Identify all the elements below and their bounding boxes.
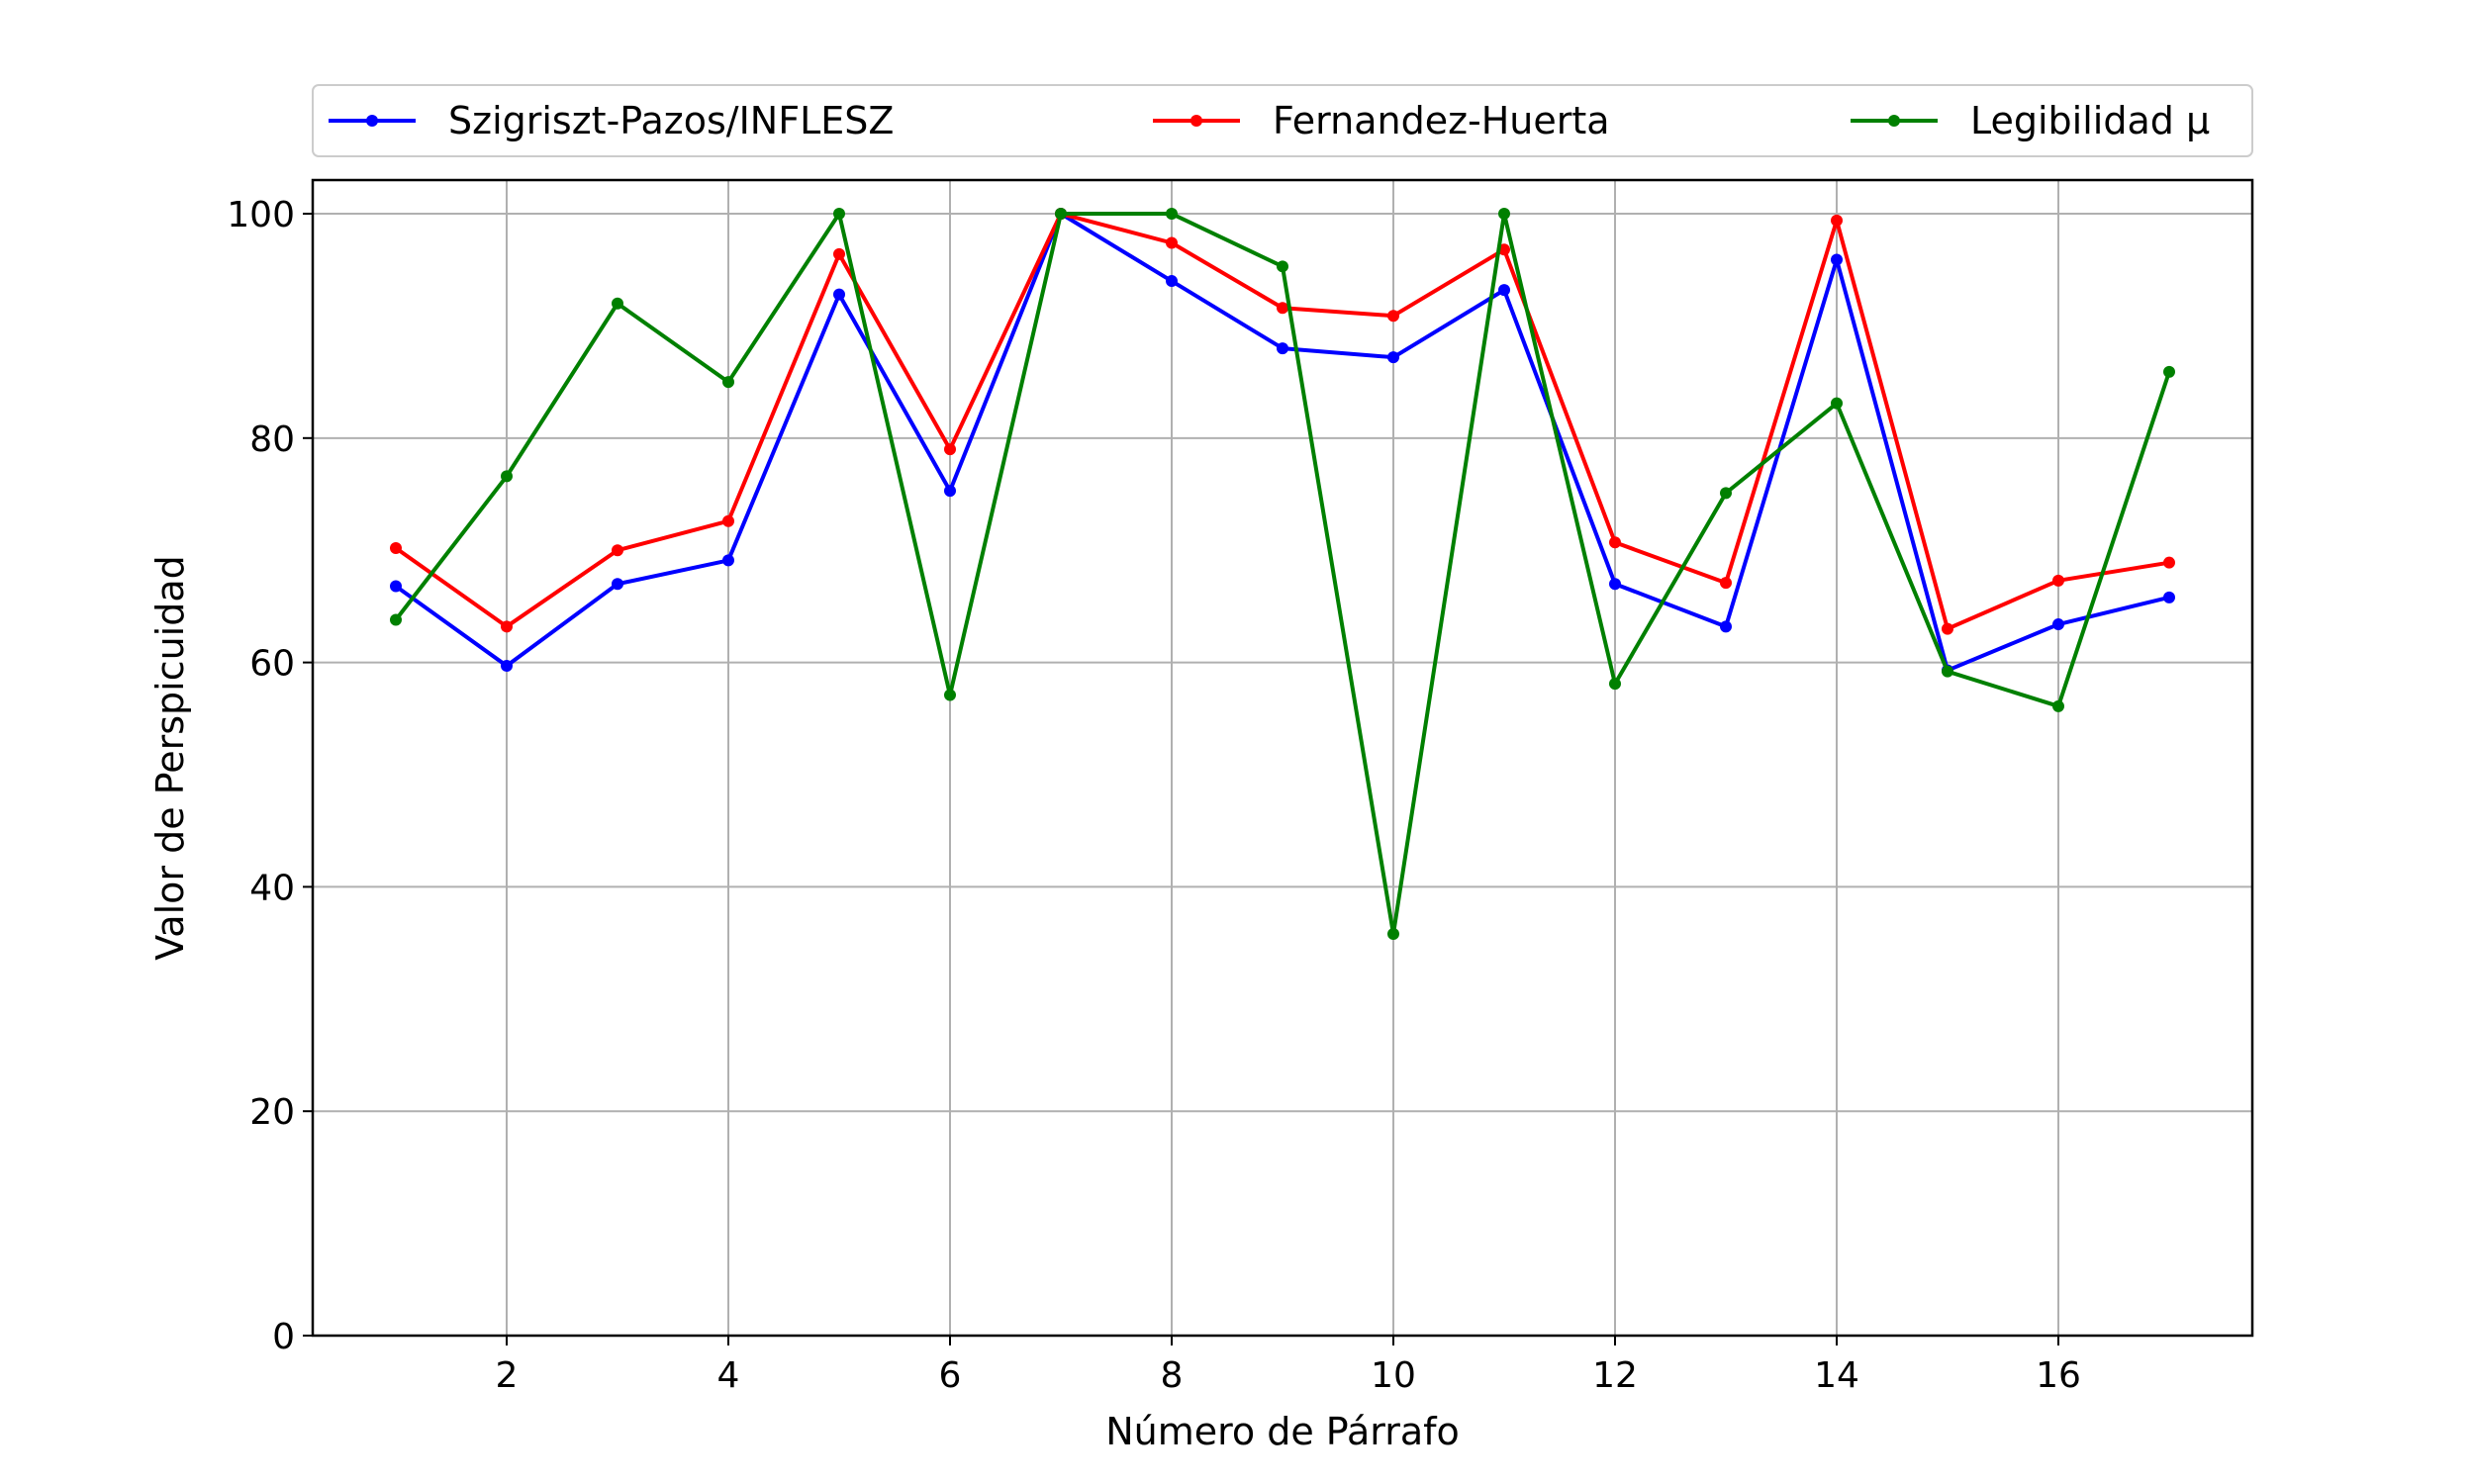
legend-marker-1 bbox=[366, 115, 378, 127]
x-tick-label: 4 bbox=[717, 1355, 740, 1396]
series-3-point bbox=[1055, 208, 1067, 221]
x-tick-label: 6 bbox=[939, 1355, 962, 1396]
series-1-point bbox=[722, 554, 734, 567]
x-tick-label: 10 bbox=[1371, 1355, 1416, 1396]
y-axis-label: Valor de Perspicuidad bbox=[148, 555, 192, 961]
x-tick-label: 2 bbox=[496, 1355, 519, 1396]
series-1-point bbox=[1831, 253, 1843, 266]
series-2-point bbox=[1166, 236, 1178, 249]
x-axis: 2 4 6 8 10 12 14 16 bbox=[496, 1336, 2081, 1396]
series-1-point bbox=[833, 288, 845, 301]
series-1-point bbox=[944, 485, 956, 498]
x-tick-label: 16 bbox=[2036, 1355, 2081, 1396]
series-3-point bbox=[1831, 397, 1843, 410]
series-3-point bbox=[390, 613, 402, 626]
series-3-point bbox=[1942, 665, 1953, 678]
legend: Szigriszt-Pazos/INFLESZ Fernandez-Huerta L… bbox=[312, 84, 2253, 157]
series-1-point bbox=[1498, 284, 1510, 297]
series-3-point bbox=[1498, 208, 1510, 221]
series-3-point bbox=[1387, 928, 1399, 941]
series-2-point bbox=[1277, 302, 1288, 315]
legend-label-3: Legibilidad μ bbox=[1970, 99, 2210, 142]
series-1-point bbox=[390, 580, 402, 593]
series-2-point bbox=[1498, 243, 1510, 256]
series-2-point bbox=[2163, 556, 2175, 569]
series-1-point bbox=[1720, 620, 1732, 633]
y-tick-label: 0 bbox=[272, 1317, 295, 1357]
y-axis: 0 20 40 60 80 100 bbox=[227, 195, 313, 1357]
series-1-point bbox=[612, 578, 623, 591]
series-3-point bbox=[2052, 699, 2064, 712]
series-2-point bbox=[722, 514, 734, 527]
series-2-point bbox=[1387, 310, 1399, 323]
series-layer bbox=[390, 208, 2175, 941]
plot-frame bbox=[311, 178, 2254, 1338]
series-2-point bbox=[944, 443, 956, 456]
legend-box bbox=[312, 84, 2253, 157]
x-tick-label: 12 bbox=[1592, 1355, 1638, 1396]
grid-lines bbox=[313, 180, 2252, 1337]
series-1-point bbox=[1387, 351, 1399, 364]
series-3-point bbox=[944, 689, 956, 701]
series-2-point bbox=[501, 620, 513, 633]
x-tick-label: 8 bbox=[1161, 1355, 1184, 1396]
series-2-point bbox=[1609, 536, 1621, 549]
series-3-point bbox=[833, 208, 845, 221]
series-2-point bbox=[1942, 622, 1953, 635]
y-tick-label: 20 bbox=[249, 1092, 295, 1133]
series-3-point bbox=[1609, 678, 1621, 691]
series-1-point bbox=[1166, 275, 1178, 288]
series-1-point bbox=[1609, 578, 1621, 591]
series-1-point bbox=[1277, 342, 1288, 355]
y-tick-label: 100 bbox=[227, 195, 295, 235]
series-1-point bbox=[2052, 618, 2064, 631]
series-2-point bbox=[2052, 574, 2064, 587]
x-axis-label: Número de Párrafo bbox=[1105, 1410, 1460, 1453]
series-1-point bbox=[2163, 591, 2175, 603]
series-1-point bbox=[501, 660, 513, 673]
series-3-point bbox=[1277, 260, 1288, 273]
series-2-point bbox=[833, 247, 845, 260]
series-2-point bbox=[612, 544, 623, 557]
series-2-point bbox=[390, 541, 402, 554]
x-tick-label: 14 bbox=[1814, 1355, 1859, 1396]
legend-label-2: Fernandez-Huerta bbox=[1273, 99, 1610, 142]
legend-label-1: Szigriszt-Pazos/INFLESZ bbox=[448, 99, 894, 142]
series-3-point bbox=[722, 376, 734, 389]
series-3-point bbox=[1720, 487, 1732, 500]
series-3-point bbox=[501, 470, 513, 483]
y-tick-label: 40 bbox=[249, 868, 295, 908]
y-tick-label: 80 bbox=[249, 419, 295, 460]
legend-marker-3 bbox=[1888, 115, 1900, 127]
series-3-point bbox=[612, 297, 623, 310]
series-2-point bbox=[1831, 214, 1843, 227]
legend-marker-2 bbox=[1190, 115, 1202, 127]
series-3-point bbox=[1166, 208, 1178, 221]
y-tick-label: 60 bbox=[249, 644, 295, 685]
series-3-point bbox=[2163, 365, 2175, 378]
series-2-point bbox=[1720, 577, 1732, 590]
